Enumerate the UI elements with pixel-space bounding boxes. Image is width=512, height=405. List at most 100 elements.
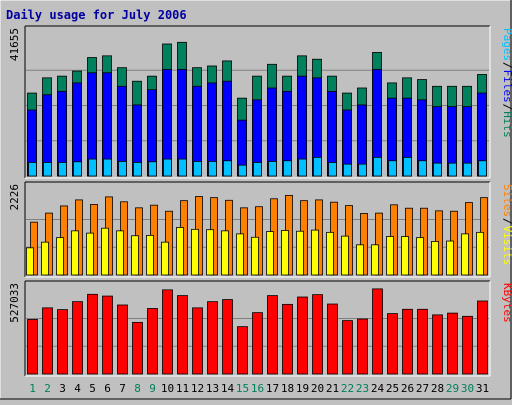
x-tick-label-23: 23 — [356, 382, 369, 395]
bar-visits-27 — [416, 237, 424, 276]
bar-pages-6 — [103, 158, 112, 177]
bar-kbytes-19 — [297, 296, 308, 375]
legend-item-visits: Visits — [501, 226, 512, 266]
bar-pages-14 — [223, 160, 232, 177]
chart-title: Daily usage for July 2006 — [6, 8, 187, 22]
bar-kbytes-1 — [27, 319, 38, 375]
x-tick-label-4: 4 — [74, 382, 81, 395]
y-max-label-top: 41655 — [8, 28, 21, 61]
bar-visits-29 — [446, 240, 454, 276]
x-tick-label-30: 30 — [461, 382, 474, 395]
bar-pages-28 — [433, 162, 442, 177]
x-tick-label-28: 28 — [431, 382, 444, 395]
legend-middle: Sites/Visits — [501, 184, 512, 265]
x-tick-label-11: 11 — [176, 382, 189, 395]
bar-sites-23 — [360, 213, 368, 276]
y-max-label-bottom: 527033 — [8, 283, 21, 323]
bar-kbytes-4 — [72, 301, 83, 375]
bar-visits-28 — [431, 241, 439, 276]
x-tick-label-25: 25 — [386, 382, 399, 395]
legend-item-slash: / — [501, 104, 512, 111]
bar-kbytes-10 — [162, 289, 173, 375]
x-tick-label-31: 31 — [476, 382, 489, 395]
bar-pages-8 — [133, 162, 142, 177]
legend-item-slash: / — [501, 218, 512, 225]
x-tick-label-10: 10 — [161, 382, 174, 395]
bar-visits-3 — [56, 237, 64, 276]
x-tick-label-5: 5 — [89, 382, 96, 395]
bar-kbytes-29 — [447, 312, 458, 375]
bar-kbytes-6 — [102, 295, 113, 375]
bar-kbytes-23 — [357, 318, 368, 375]
bar-pages-5 — [88, 158, 97, 177]
bar-kbytes-9 — [147, 308, 158, 375]
x-axis-labels: 1 2 3 4 5 6 7 8 9 10 11 12 13 14 15 16 17 18 19 20 21 22 23 24 2… — [29, 382, 489, 395]
bar-pages-18 — [283, 160, 292, 177]
bar-pages-11 — [178, 158, 187, 177]
x-tick-label-2: 2 — [44, 382, 51, 395]
bar-visits-13 — [206, 229, 214, 276]
x-tick-label-19: 19 — [296, 382, 309, 395]
bar-pages-29 — [448, 162, 457, 177]
bar-kbytes-13 — [207, 301, 218, 375]
bar-visits-15 — [236, 233, 244, 276]
x-tick-label-27: 27 — [416, 382, 429, 395]
bar-visits-2 — [41, 241, 49, 276]
x-tick-label-21: 21 — [326, 382, 339, 395]
bar-kbytes-3 — [57, 309, 68, 375]
x-tick-label-6: 6 — [104, 382, 111, 395]
bar-kbytes-28 — [432, 314, 443, 375]
bar-pages-15 — [238, 164, 247, 177]
bar-pages-24 — [373, 156, 382, 177]
bar-pages-1 — [28, 162, 37, 177]
bar-pages-4 — [73, 161, 82, 177]
bar-visits-6 — [101, 227, 109, 276]
bar-pages-21 — [328, 162, 337, 177]
panel-bottom: 527033 — [8, 280, 491, 377]
panel-middle: 2226 — [8, 181, 491, 278]
legend-item-kbytes: KBytes — [501, 283, 512, 323]
bar-kbytes-27 — [417, 308, 428, 375]
bar-kbytes-2 — [42, 307, 53, 375]
bar-kbytes-31 — [477, 300, 488, 375]
bar-pages-23 — [358, 163, 367, 177]
bar-visits-4 — [71, 230, 79, 276]
x-tick-label-22: 22 — [341, 382, 354, 395]
bar-kbytes-30 — [462, 315, 473, 375]
x-tick-label-15: 15 — [236, 382, 249, 395]
bar-pages-10 — [163, 158, 172, 177]
bar-visits-30 — [461, 233, 469, 276]
bar-pages-31 — [478, 160, 487, 177]
bar-visits-21 — [326, 231, 334, 276]
bar-visits-24 — [371, 244, 379, 276]
bar-visits-31 — [476, 231, 484, 276]
bar-kbytes-17 — [267, 295, 278, 375]
x-tick-label-12: 12 — [191, 382, 204, 395]
chart-panels: 41655 2226 527033 — [8, 25, 491, 377]
bar-visits-10 — [161, 241, 169, 276]
x-tick-label-9: 9 — [149, 382, 156, 395]
bar-visits-17 — [266, 231, 274, 276]
series-pages — [28, 156, 487, 177]
bar-pages-2 — [43, 162, 52, 177]
legend-item-sites: Sites — [501, 184, 512, 217]
bar-pages-25 — [388, 160, 397, 177]
bar-kbytes-22 — [342, 320, 353, 375]
x-tick-label-26: 26 — [401, 382, 414, 395]
bar-kbytes-8 — [132, 321, 143, 375]
bar-pages-13 — [208, 161, 217, 177]
x-tick-label-16: 16 — [251, 382, 264, 395]
x-tick-label-14: 14 — [221, 382, 235, 395]
bar-kbytes-18 — [282, 303, 293, 375]
bar-pages-22 — [343, 163, 352, 177]
bar-kbytes-21 — [327, 303, 338, 375]
series-visits — [26, 227, 484, 276]
series-kbytes — [27, 288, 488, 375]
bar-pages-27 — [418, 160, 427, 177]
legend-item-slash: / — [501, 62, 512, 69]
x-tick-label-18: 18 — [281, 382, 294, 395]
bar-pages-20 — [313, 156, 322, 177]
bar-pages-17 — [268, 161, 277, 177]
